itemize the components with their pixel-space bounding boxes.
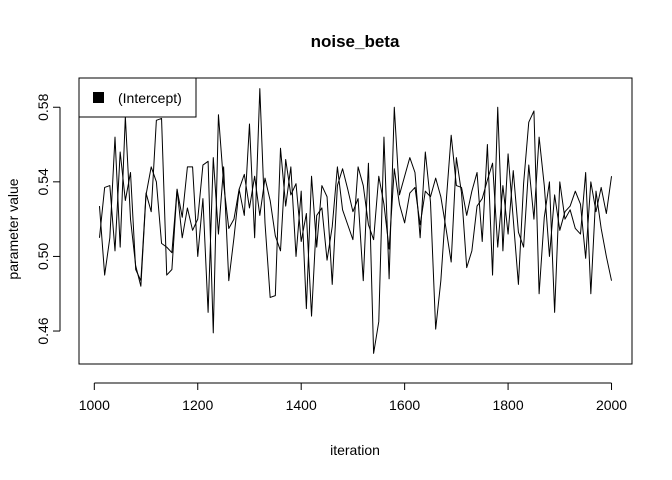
legend: (Intercept) bbox=[78, 77, 197, 118]
chart-title: noise_beta bbox=[311, 32, 400, 51]
series-line-2 bbox=[98, 114, 613, 334]
series-layer bbox=[98, 88, 613, 354]
y-tick-label: 0.50 bbox=[35, 243, 51, 270]
plot-frame bbox=[78, 77, 633, 365]
x-axis-label: iteration bbox=[330, 442, 380, 458]
x-tick-label: 1600 bbox=[389, 397, 420, 413]
x-axis: 1000 1200 1400 1600 1800 2000 bbox=[79, 382, 627, 413]
x-tick-label: 1400 bbox=[286, 397, 317, 413]
legend-swatch bbox=[93, 92, 104, 103]
x-tick-label: 2000 bbox=[596, 397, 627, 413]
x-tick-label: 1800 bbox=[492, 397, 523, 413]
series-line-1 bbox=[98, 88, 613, 354]
y-tick-label: 0.54 bbox=[35, 168, 51, 195]
y-axis-label: parameter value bbox=[5, 178, 21, 279]
x-tick-label: 1200 bbox=[182, 397, 213, 413]
y-axis: 0.46 0.50 0.54 0.58 bbox=[35, 93, 61, 345]
legend-entry-intercept: (Intercept) bbox=[118, 90, 182, 106]
x-tick-label: 1000 bbox=[79, 397, 110, 413]
y-tick-label: 0.46 bbox=[35, 317, 51, 344]
y-tick-label: 0.58 bbox=[35, 93, 51, 120]
